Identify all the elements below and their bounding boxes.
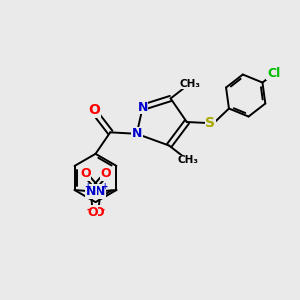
- Text: CH₃: CH₃: [178, 155, 199, 165]
- Text: N: N: [85, 185, 96, 198]
- Text: +: +: [84, 182, 90, 191]
- Text: O: O: [88, 103, 100, 117]
- Text: O: O: [100, 167, 111, 180]
- Text: -: -: [87, 205, 91, 215]
- Text: +: +: [101, 182, 107, 191]
- Text: S: S: [206, 116, 215, 130]
- Text: N: N: [132, 127, 142, 140]
- Text: CH₃: CH₃: [179, 79, 200, 89]
- Text: Cl: Cl: [267, 67, 280, 80]
- Text: O: O: [80, 167, 91, 180]
- Text: O: O: [94, 206, 104, 219]
- Text: O: O: [87, 206, 98, 219]
- Text: -: -: [100, 205, 104, 215]
- Text: N: N: [137, 101, 148, 114]
- Text: N: N: [95, 185, 105, 198]
